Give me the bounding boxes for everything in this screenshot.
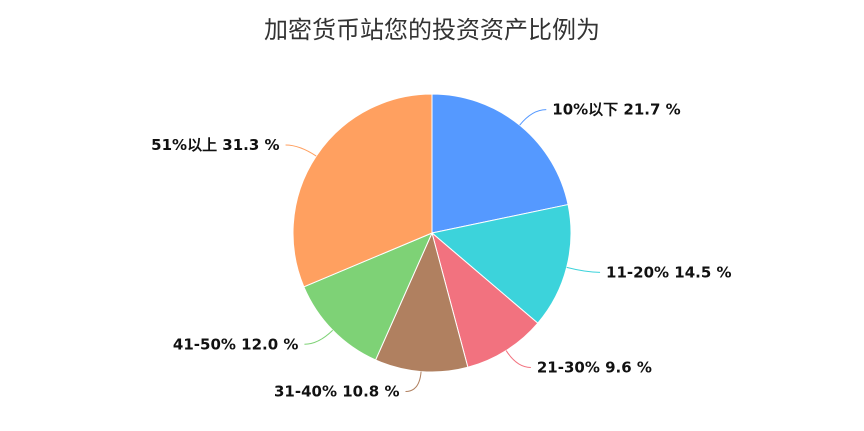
pie-slice-label: 21-30% 9.6 %: [537, 358, 652, 376]
pie-leader-line: [285, 144, 317, 157]
pie-slice: [374, 231, 469, 373]
pie-leader-line: [566, 266, 601, 273]
pie-slice-label: 41-50% 12.0 %: [173, 335, 299, 353]
pie-slice-label: 51%以上 31.3 %: [151, 136, 279, 154]
pie-slice-label: 31-40% 10.8 %: [274, 383, 400, 401]
pie-slice-label: 10%以下 21.7 %: [552, 101, 680, 119]
pie-leader-lines: [285, 109, 601, 393]
pie-slice-label: 11-20% 14.5 %: [606, 263, 732, 281]
pie-leader-line: [519, 109, 547, 126]
pie-slices: [292, 93, 572, 373]
pie-leader-line: [304, 329, 334, 345]
chart-title: 加密货币站您的投资资产比例为: [264, 16, 600, 44]
pie-slice: [303, 232, 433, 361]
pie-leader-line: [405, 371, 422, 393]
pie-labels: 10%以下 21.7 % 11-20% 14.5 % 21-30% 9.6 % 31-…: [151, 101, 731, 401]
pie-leader-line: [505, 350, 531, 368]
pie-slice: [430, 203, 572, 324]
pie-slice: [431, 231, 539, 368]
